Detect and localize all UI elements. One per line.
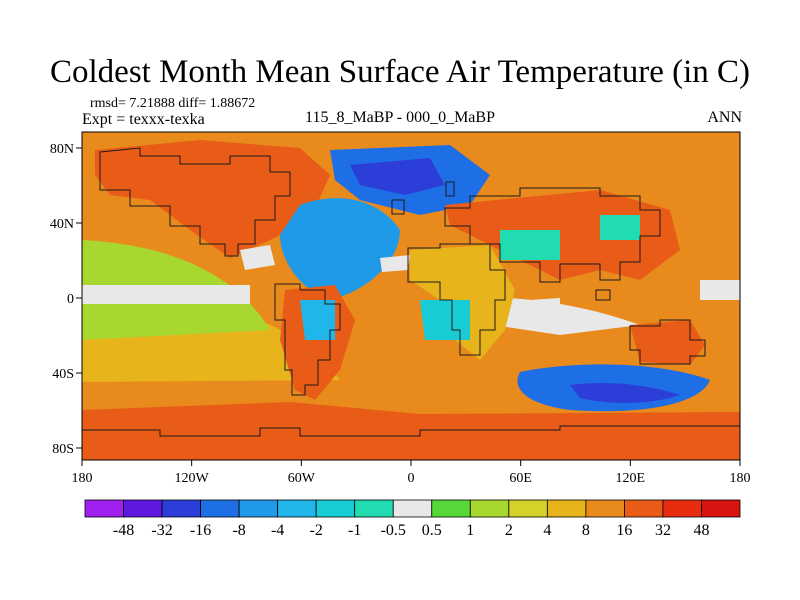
colorbar-label: -16 — [190, 522, 211, 539]
colorbar-swatch — [431, 499, 471, 518]
map-field — [82, 132, 740, 460]
field-region — [445, 190, 680, 280]
chart-title: Coldest Month Mean Surface Air Temperatu… — [50, 54, 750, 90]
x-tick-label: 180 — [730, 471, 751, 486]
colorbar-label: 48 — [693, 522, 709, 539]
colorbar-swatch — [161, 499, 201, 518]
colorbar: -48 -32 -16 -8 -4 -2 -1 -0.5 0.5 1 2 4 8 16 32 48 — [84, 499, 741, 539]
colorbar-swatch — [392, 499, 433, 518]
colorbar-label: -8 — [232, 522, 245, 539]
coastline — [391, 181, 611, 301]
field-region — [350, 158, 445, 195]
coastline — [629, 319, 706, 365]
colorbar-label: -32 — [151, 522, 172, 539]
colorbar-swatch — [277, 499, 317, 518]
field-region — [500, 215, 640, 260]
colorbar-swatch — [469, 499, 510, 518]
colorbar-swatch — [624, 499, 664, 518]
colorbar-label: -48 — [113, 522, 134, 539]
colorbar-label: 0.5 — [422, 522, 442, 539]
x-tick-label: 60W — [288, 471, 316, 486]
colorbar-label: 2 — [505, 522, 513, 539]
field-region — [420, 300, 470, 340]
colorbar-label: 1 — [466, 522, 474, 539]
field-region — [280, 285, 355, 400]
x-tick-label: 180 — [72, 471, 93, 486]
colorbar-swatch — [585, 499, 625, 518]
colorbar-label: 32 — [655, 522, 671, 539]
coastline — [82, 425, 740, 437]
colorbar-swatch — [200, 499, 240, 518]
x-tick-label: 60E — [509, 471, 532, 486]
stats-text: rmsd= 7.21888 diff= 1.88672 — [90, 96, 256, 111]
season-label: ANN — [707, 109, 742, 126]
coastline — [274, 283, 341, 396]
experiment-label: Expt = texxx-texka — [82, 111, 205, 128]
y-tick-label: 40N — [50, 217, 74, 232]
colorbar-swatch — [546, 499, 587, 518]
colorbar-swatch — [354, 499, 394, 518]
field-region — [300, 300, 335, 340]
coastlines — [82, 147, 740, 437]
y-tick-label: 40S — [52, 367, 74, 382]
field-region — [82, 280, 740, 335]
field-region — [280, 198, 400, 300]
x-tick-label: 120E — [616, 471, 646, 486]
colorbar-swatch — [84, 499, 124, 518]
colorbar-label: -1 — [348, 522, 361, 539]
field-region — [82, 402, 740, 460]
field-region — [630, 320, 705, 365]
y-tick-label: 80N — [50, 142, 74, 157]
x-tick-label: 0 — [408, 471, 415, 486]
colorbar-label: 4 — [543, 522, 551, 539]
colorbar-swatch — [238, 499, 279, 518]
coastline — [444, 187, 661, 283]
colorbar-swatch — [662, 499, 702, 518]
colorbar-swatch — [508, 499, 548, 518]
colorbar-label: -4 — [271, 522, 284, 539]
field-region — [570, 383, 680, 403]
colorbar-swatch — [123, 499, 163, 518]
field-region — [240, 245, 560, 314]
coastline — [99, 147, 291, 257]
axes: 180 120W 60W 0 60E 120E 180 80N 40N 0 40S 80S — [50, 142, 751, 486]
colorbar-label: 8 — [582, 522, 590, 539]
colorbar-label: -0.5 — [381, 522, 406, 539]
case-label: 115_8_MaBP - 000_0_MaBP — [305, 109, 495, 126]
colorbar-swatch — [315, 499, 356, 518]
field-region — [95, 140, 330, 258]
y-tick-label: 0 — [67, 292, 74, 307]
x-tick-label: 120W — [175, 471, 210, 486]
y-tick-label: 80S — [52, 442, 74, 457]
colorbar-swatch — [701, 499, 741, 518]
colorbar-label: -2 — [310, 522, 323, 539]
colorbar-label: 16 — [616, 522, 632, 539]
